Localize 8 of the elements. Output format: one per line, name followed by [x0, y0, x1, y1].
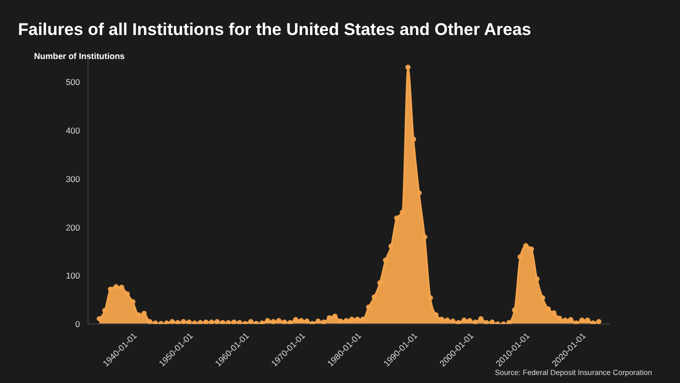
chart-title: Failures of all Institutions for the United States and Other Areas — [18, 20, 532, 40]
y-axis-title: Number of Institutions — [34, 51, 125, 61]
y-tick-label: 100 — [66, 270, 80, 281]
y-tick-label: 200 — [66, 222, 80, 232]
y-tick-label: 300 — [66, 174, 80, 184]
y-tick-label: 500 — [66, 77, 80, 88]
y-tick-label: 400 — [66, 126, 80, 136]
y-tick-label: 0 — [75, 319, 80, 330]
